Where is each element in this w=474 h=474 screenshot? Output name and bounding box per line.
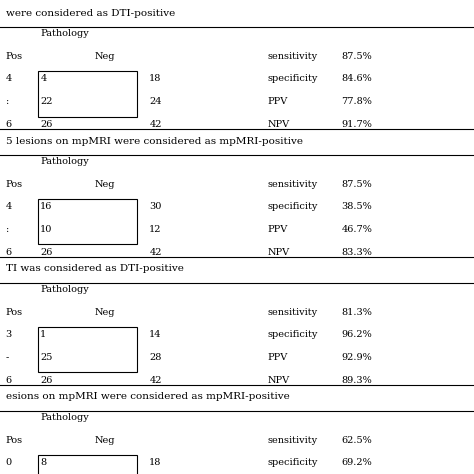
Bar — [38, 199, 137, 245]
Text: PPV: PPV — [268, 97, 288, 106]
Text: 1: 1 — [40, 330, 46, 339]
Text: sensitivity: sensitivity — [268, 308, 318, 317]
Bar — [38, 327, 137, 373]
Text: Pathology: Pathology — [40, 413, 89, 422]
Text: -: - — [6, 353, 9, 362]
Text: 4: 4 — [6, 202, 12, 211]
Text: PPV: PPV — [268, 225, 288, 234]
Text: Neg: Neg — [95, 436, 115, 445]
Text: 28: 28 — [149, 353, 162, 362]
Text: 87.5%: 87.5% — [341, 180, 372, 189]
Text: specificity: specificity — [268, 458, 318, 467]
Bar — [38, 455, 137, 474]
Text: 42: 42 — [149, 248, 162, 257]
Text: 4: 4 — [40, 74, 46, 83]
Text: 26: 26 — [40, 120, 53, 129]
Text: Neg: Neg — [95, 180, 115, 189]
Text: 83.3%: 83.3% — [341, 248, 372, 257]
Text: 0: 0 — [6, 458, 12, 467]
Text: sensitivity: sensitivity — [268, 180, 318, 189]
Text: specificity: specificity — [268, 74, 318, 83]
Text: 38.5%: 38.5% — [341, 202, 372, 211]
Text: NPV: NPV — [268, 376, 290, 385]
Text: NPV: NPV — [268, 120, 290, 129]
Text: 92.9%: 92.9% — [341, 353, 372, 362]
Text: 77.8%: 77.8% — [341, 97, 372, 106]
Text: specificity: specificity — [268, 330, 318, 339]
Text: 26: 26 — [40, 376, 53, 385]
Text: Pos: Pos — [6, 308, 23, 317]
Text: 91.7%: 91.7% — [341, 120, 372, 129]
Text: were considered as DTI-positive: were considered as DTI-positive — [6, 9, 175, 18]
Text: 25: 25 — [40, 353, 53, 362]
Text: 22: 22 — [40, 97, 53, 106]
Text: 18: 18 — [149, 74, 162, 83]
Text: 8: 8 — [40, 458, 46, 467]
Text: NPV: NPV — [268, 248, 290, 257]
Text: Neg: Neg — [95, 52, 115, 61]
Text: specificity: specificity — [268, 202, 318, 211]
Text: :: : — [6, 225, 9, 234]
Text: Neg: Neg — [95, 308, 115, 317]
Text: 10: 10 — [40, 225, 53, 234]
Text: 42: 42 — [149, 120, 162, 129]
Text: 6: 6 — [6, 376, 12, 385]
Text: 12: 12 — [149, 225, 162, 234]
Text: PPV: PPV — [268, 353, 288, 362]
Text: Pathology: Pathology — [40, 157, 89, 166]
Text: 42: 42 — [149, 376, 162, 385]
Text: 69.2%: 69.2% — [341, 458, 372, 467]
Text: 5 lesions on mpMRI were considered as mpMRI-positive: 5 lesions on mpMRI were considered as mp… — [6, 137, 303, 146]
Text: :: : — [6, 97, 9, 106]
Text: 87.5%: 87.5% — [341, 52, 372, 61]
Text: 81.3%: 81.3% — [341, 308, 372, 317]
Text: 24: 24 — [149, 97, 162, 106]
Text: 6: 6 — [6, 120, 12, 129]
Text: 26: 26 — [40, 248, 53, 257]
Bar — [38, 71, 137, 117]
Text: Pos: Pos — [6, 52, 23, 61]
Text: Pos: Pos — [6, 180, 23, 189]
Text: 89.3%: 89.3% — [341, 376, 372, 385]
Text: sensitivity: sensitivity — [268, 52, 318, 61]
Text: 16: 16 — [40, 202, 53, 211]
Text: 14: 14 — [149, 330, 162, 339]
Text: 46.7%: 46.7% — [341, 225, 372, 234]
Text: Pathology: Pathology — [40, 285, 89, 294]
Text: esions on mpMRI were considered as mpMRI-positive: esions on mpMRI were considered as mpMRI… — [6, 392, 290, 401]
Text: 96.2%: 96.2% — [341, 330, 372, 339]
Text: 3: 3 — [6, 330, 12, 339]
Text: 30: 30 — [149, 202, 162, 211]
Text: TI was considered as DTI-positive: TI was considered as DTI-positive — [6, 264, 183, 273]
Text: 84.6%: 84.6% — [341, 74, 372, 83]
Text: 18: 18 — [149, 458, 162, 467]
Text: 62.5%: 62.5% — [341, 436, 372, 445]
Text: Pathology: Pathology — [40, 29, 89, 38]
Text: 6: 6 — [6, 248, 12, 257]
Text: 4: 4 — [6, 74, 12, 83]
Text: sensitivity: sensitivity — [268, 436, 318, 445]
Text: Pos: Pos — [6, 436, 23, 445]
